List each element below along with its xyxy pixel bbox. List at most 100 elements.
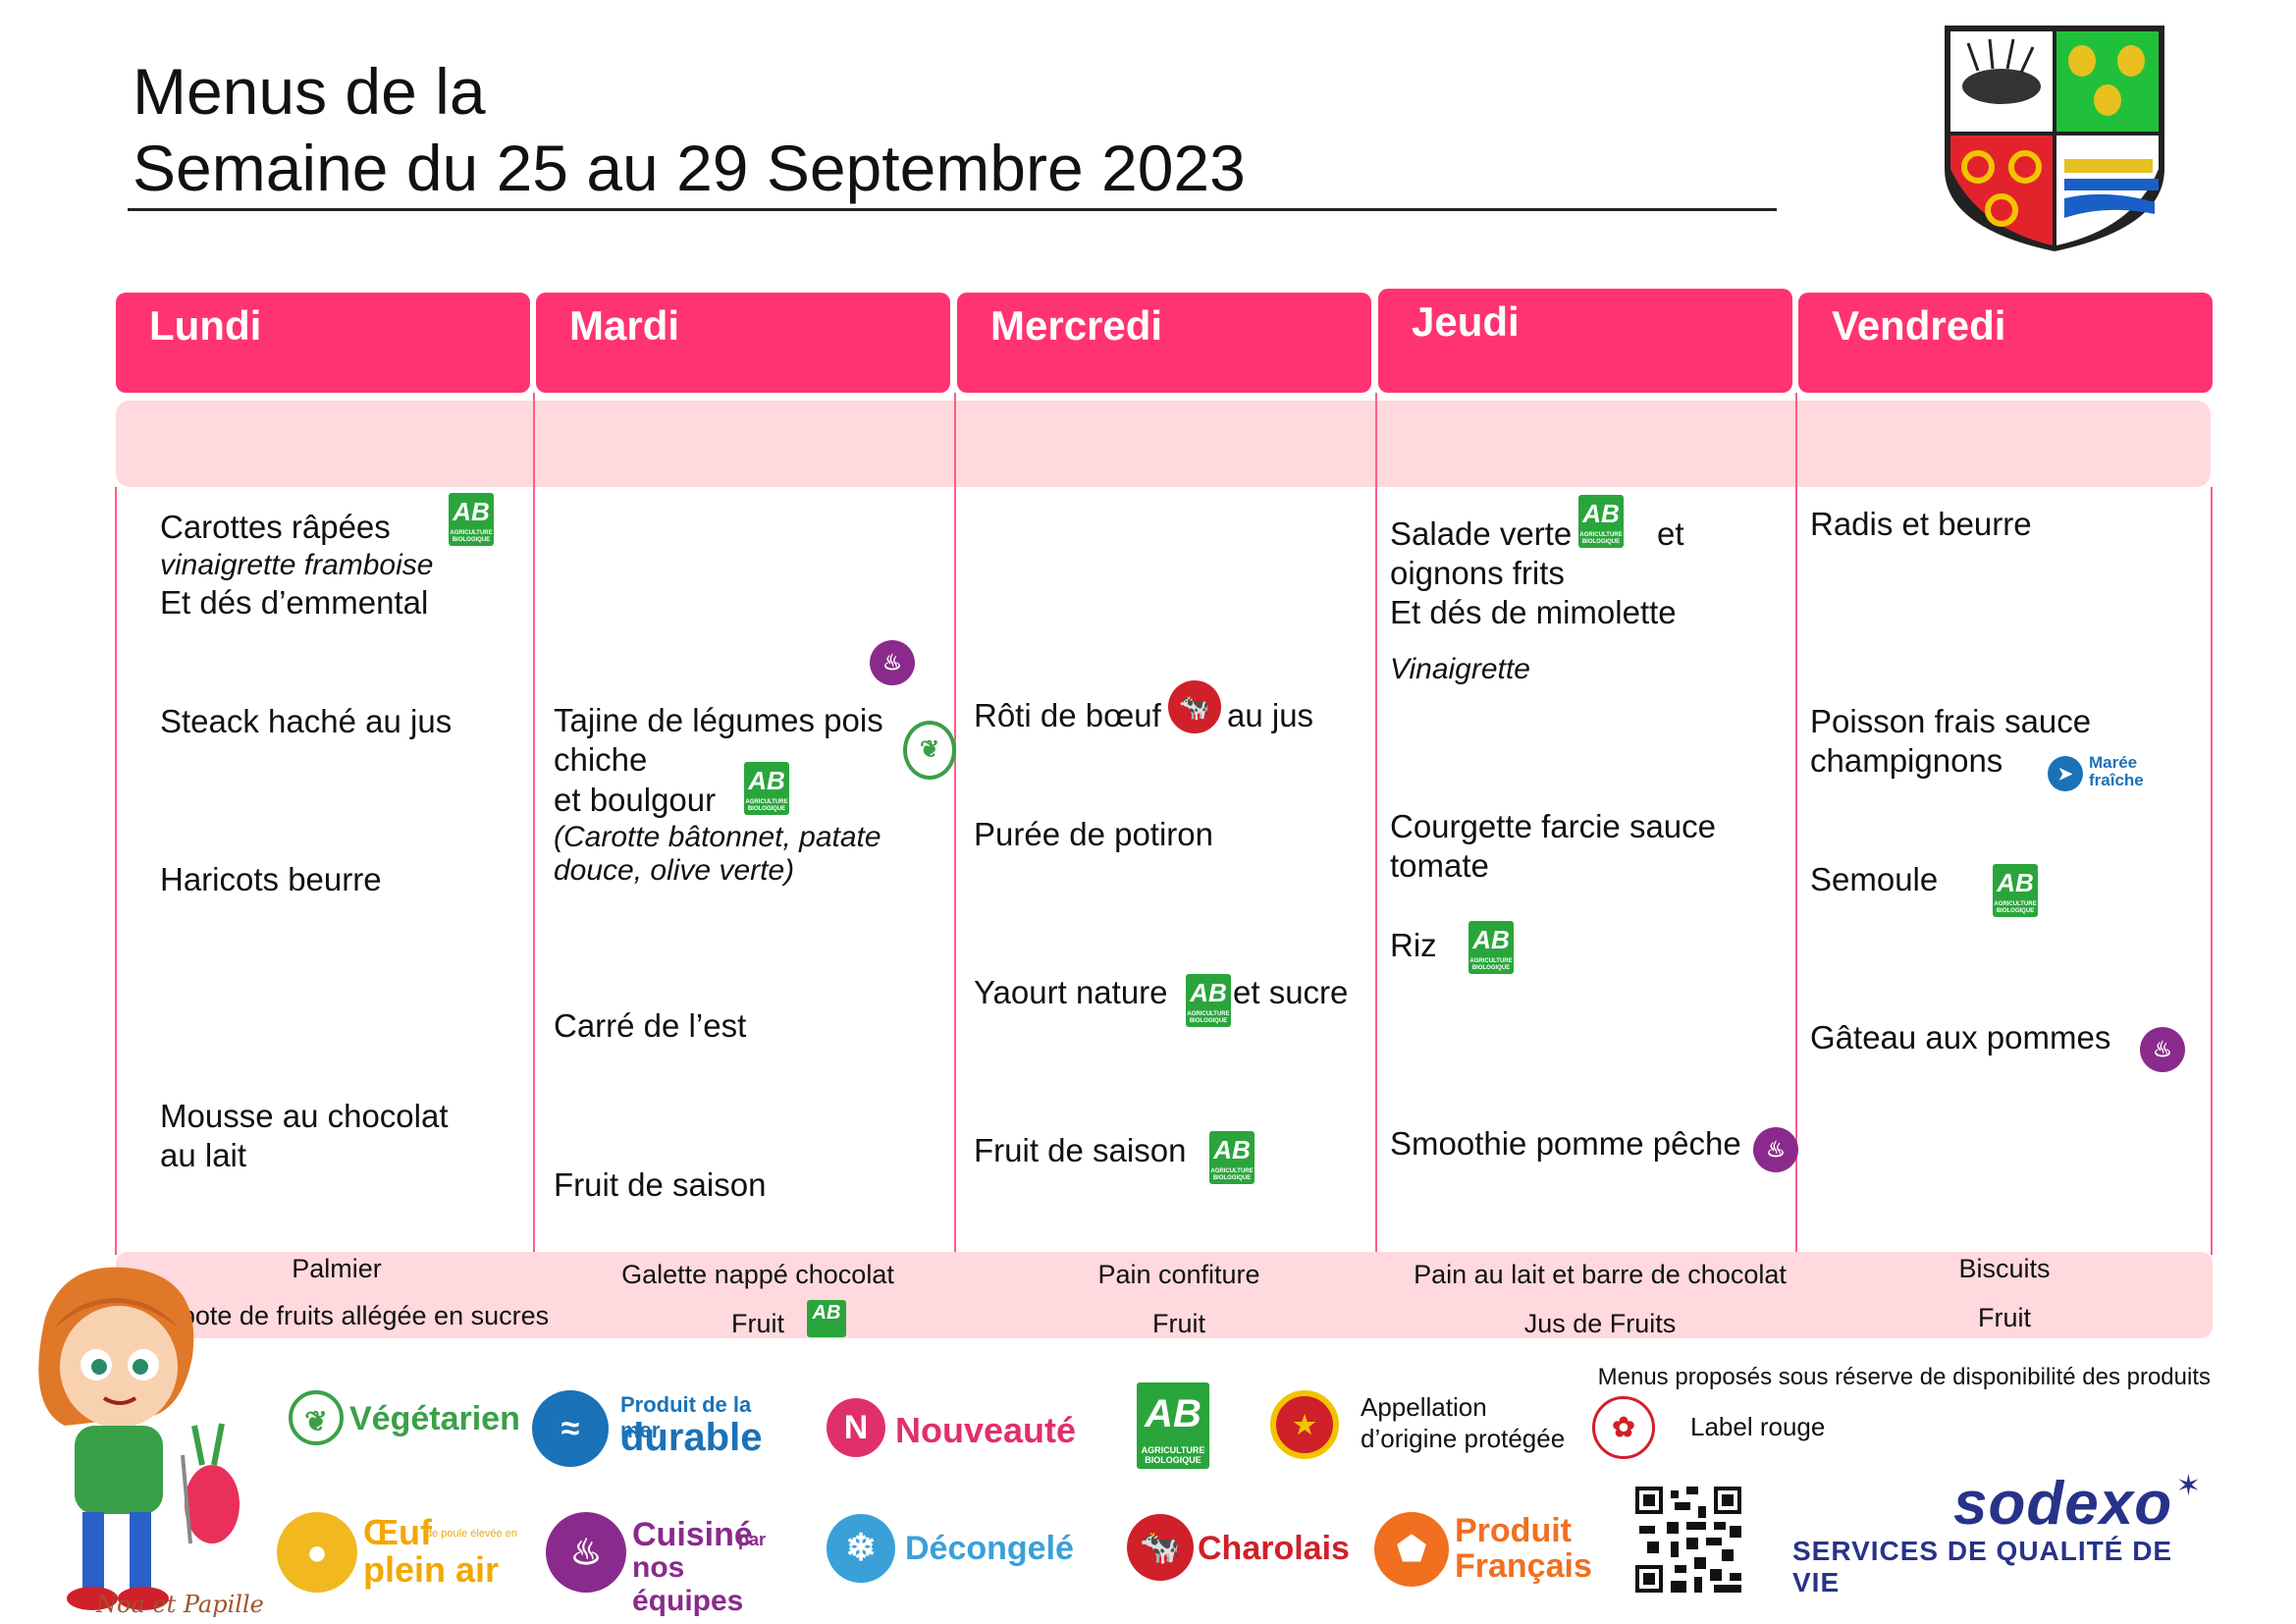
maree-label-2: fraîche bbox=[2089, 771, 2144, 789]
chef-hat-icon: ♨ bbox=[546, 1512, 626, 1593]
legend-oeuf-plein-air: ● Œuf de poule élevée en plein air bbox=[277, 1508, 522, 1597]
menu-item: tomate bbox=[1390, 847, 1489, 884]
ab-caption: AGRICULTURE BIOLOGIQUE bbox=[1187, 1011, 1230, 1024]
legend-nouveaute: N Nouveauté bbox=[827, 1398, 1092, 1459]
organic-ab-icon: AB AGRICULTURE BIOLOGIQUE bbox=[1186, 974, 1231, 1027]
ab-letters: AB bbox=[812, 1302, 841, 1324]
legend-cuisine-par: par bbox=[738, 1530, 767, 1549]
cuisine-equipes-icon: ♨ bbox=[2140, 1027, 2185, 1072]
menu-item-note: (Carotte bâtonnet, patate bbox=[554, 821, 881, 853]
qr-code-icon[interactable] bbox=[1635, 1487, 1741, 1593]
column-line bbox=[1375, 393, 1377, 1335]
organic-ab-icon: AB AGRICULTURE BIOLOGIQUE bbox=[1468, 921, 1514, 974]
column-line bbox=[115, 487, 117, 1255]
maree-label-1: Marée bbox=[2089, 753, 2138, 772]
menu-item: et bbox=[1657, 515, 1684, 552]
ab-caption: AGRICULTURE BIOLOGIQUE bbox=[1579, 532, 1623, 545]
legend-oeuf-line-2: plein air bbox=[363, 1549, 500, 1590]
menu-item: Smoothie pomme pêche bbox=[1390, 1125, 1741, 1162]
menu-item: Riz bbox=[1390, 927, 1437, 963]
ab-letters: AB bbox=[1997, 868, 2034, 897]
cow-icon: 🐄 bbox=[1127, 1514, 1194, 1581]
menu-item: Purée de potiron bbox=[974, 816, 1214, 852]
legend-decongele-label: Décongelé bbox=[905, 1530, 1074, 1567]
menu-item: Salade verte bbox=[1390, 515, 1573, 552]
menu-item: chiche bbox=[554, 741, 648, 778]
ab-caption: AGRICULTURE BIOLOGIQUE bbox=[1210, 1168, 1254, 1181]
menu-item: Fruit de saison bbox=[974, 1132, 1187, 1168]
organic-ab-icon: AB AGRICULTURE BIOLOGIQUE bbox=[1209, 1131, 1255, 1184]
ab-caption: AGRICULTURE BIOLOGIQUE bbox=[1994, 901, 2037, 914]
aop-seal-icon: ★ bbox=[1270, 1390, 1339, 1459]
legend-pf-line-2: Français bbox=[1455, 1547, 1592, 1585]
header-band bbox=[116, 401, 2211, 487]
page-title: Menus de la Semaine du 25 au 29 Septembr… bbox=[133, 53, 1246, 206]
menu-item: Fruit de saison bbox=[554, 1166, 767, 1203]
organic-ab-icon: AB AGRICULTURE BIOLOGIQUE bbox=[449, 493, 494, 546]
menu-item-sauce: vinaigrette framboise bbox=[160, 549, 434, 581]
ab-letters: AB bbox=[1213, 1135, 1251, 1164]
day-header-mercredi: Mercredi bbox=[957, 293, 1371, 393]
sodexo-tagline: SERVICES DE QUALITÉ DE VIE bbox=[1792, 1536, 2173, 1597]
day-header-jeudi: Jeudi bbox=[1378, 289, 1792, 393]
ab-caption: AGRICULTURE BIOLOGIQUE bbox=[1469, 958, 1513, 971]
ab-letters: AB bbox=[1190, 978, 1227, 1007]
legend-mer-line-2: durable bbox=[620, 1416, 763, 1459]
maree-fraiche-icon: ➤ Marée fraîche bbox=[2048, 754, 2165, 793]
ab-letters: AB bbox=[453, 497, 490, 526]
menu-item: et boulgour bbox=[554, 782, 717, 818]
menu-item-sauce: Vinaigrette bbox=[1390, 653, 1530, 685]
menu-item: Carottes râpées bbox=[160, 509, 391, 545]
mascot-name: Noa et Papille bbox=[96, 1591, 264, 1618]
legend-oeuf-small: de poule élevée en bbox=[426, 1528, 517, 1540]
organic-ab-icon: AB bbox=[807, 1300, 846, 1337]
menu-item: au lait bbox=[160, 1137, 247, 1173]
menu-item: Gâteau aux pommes bbox=[1810, 1019, 2111, 1056]
menu-item: Poisson frais sauce bbox=[1810, 703, 2092, 739]
menu-item: Semoule bbox=[1810, 861, 1939, 897]
title-line-1: Menus de la bbox=[133, 55, 486, 128]
organic-ab-icon: AB AGRICULTURE BIOLOGIQUE bbox=[1137, 1382, 1209, 1469]
legend-cuisine-equipes: ♨ Cuisiné par nos équipes bbox=[546, 1508, 801, 1617]
vegetarian-icon: ❦ bbox=[289, 1390, 344, 1445]
legend-charolais: 🐄 Charolais bbox=[1127, 1514, 1362, 1585]
day-header-mardi: Mardi bbox=[536, 293, 950, 393]
organic-ab-icon: AB AGRICULTURE BIOLOGIQUE bbox=[1993, 864, 2038, 917]
legend-pf-line-1: Produit bbox=[1455, 1512, 1572, 1549]
snack-item: Pain confiture bbox=[1097, 1260, 1260, 1289]
snack-item: Biscuits bbox=[1958, 1254, 2051, 1283]
snack-item: Galette nappé chocolat bbox=[621, 1260, 894, 1289]
legend-oeuf-line-1: Œuf bbox=[363, 1512, 432, 1552]
sodexo-star-icon: ✶ bbox=[2175, 1470, 2201, 1502]
column-line bbox=[2211, 487, 2213, 1255]
legend-label-rouge-label: Label rouge bbox=[1690, 1412, 1826, 1441]
charolais-beef-icon: 🐄 bbox=[1168, 680, 1221, 733]
snack-item: Palmier bbox=[292, 1254, 382, 1283]
menu-item: Tajine de légumes pois bbox=[554, 702, 883, 738]
cuisine-equipes-icon: ♨ bbox=[870, 640, 915, 685]
column-line bbox=[954, 393, 956, 1335]
menu-item: oignons frits bbox=[1390, 555, 1565, 591]
fish-icon: ➤ bbox=[2048, 756, 2083, 791]
menu-item: et sucre bbox=[1233, 974, 1349, 1010]
legend-mer-line-1: Produit de la mer bbox=[620, 1392, 752, 1442]
legend-cuisine-line-2: nos équipes bbox=[632, 1551, 744, 1617]
ab-letters: AB bbox=[1472, 925, 1510, 954]
snack-item: Fruit bbox=[1978, 1303, 2031, 1332]
cuisine-equipes-icon: ♨ bbox=[1753, 1127, 1798, 1172]
menu-item: Yaourt nature bbox=[974, 974, 1168, 1010]
snack-item: Pain au lait et barre de chocolat bbox=[1414, 1260, 1787, 1289]
menu-item: Courgette farcie sauce bbox=[1390, 808, 1717, 844]
snack-item: Fruit bbox=[731, 1309, 784, 1338]
legend-aop-line-2: d’origine protégée bbox=[1361, 1424, 1566, 1453]
legend-produit-mer-durable: ≈ Produit de la mer durable bbox=[532, 1386, 787, 1469]
snack-band bbox=[116, 1252, 2213, 1338]
ab-caption: AGRICULTURE BIOLOGIQUE bbox=[745, 799, 788, 812]
vegetarian-icon: ❦ bbox=[903, 721, 956, 780]
legend-aop: ★ Appellation d’origine protégée bbox=[1270, 1386, 1594, 1465]
ab-letters: AB bbox=[748, 766, 785, 795]
column-line bbox=[1795, 393, 1797, 1335]
menu-item: Carré de l’est bbox=[554, 1007, 747, 1044]
legend-decongele: ❄ Décongelé bbox=[827, 1514, 1082, 1585]
organic-ab-icon: AB AGRICULTURE BIOLOGIQUE bbox=[744, 762, 789, 815]
